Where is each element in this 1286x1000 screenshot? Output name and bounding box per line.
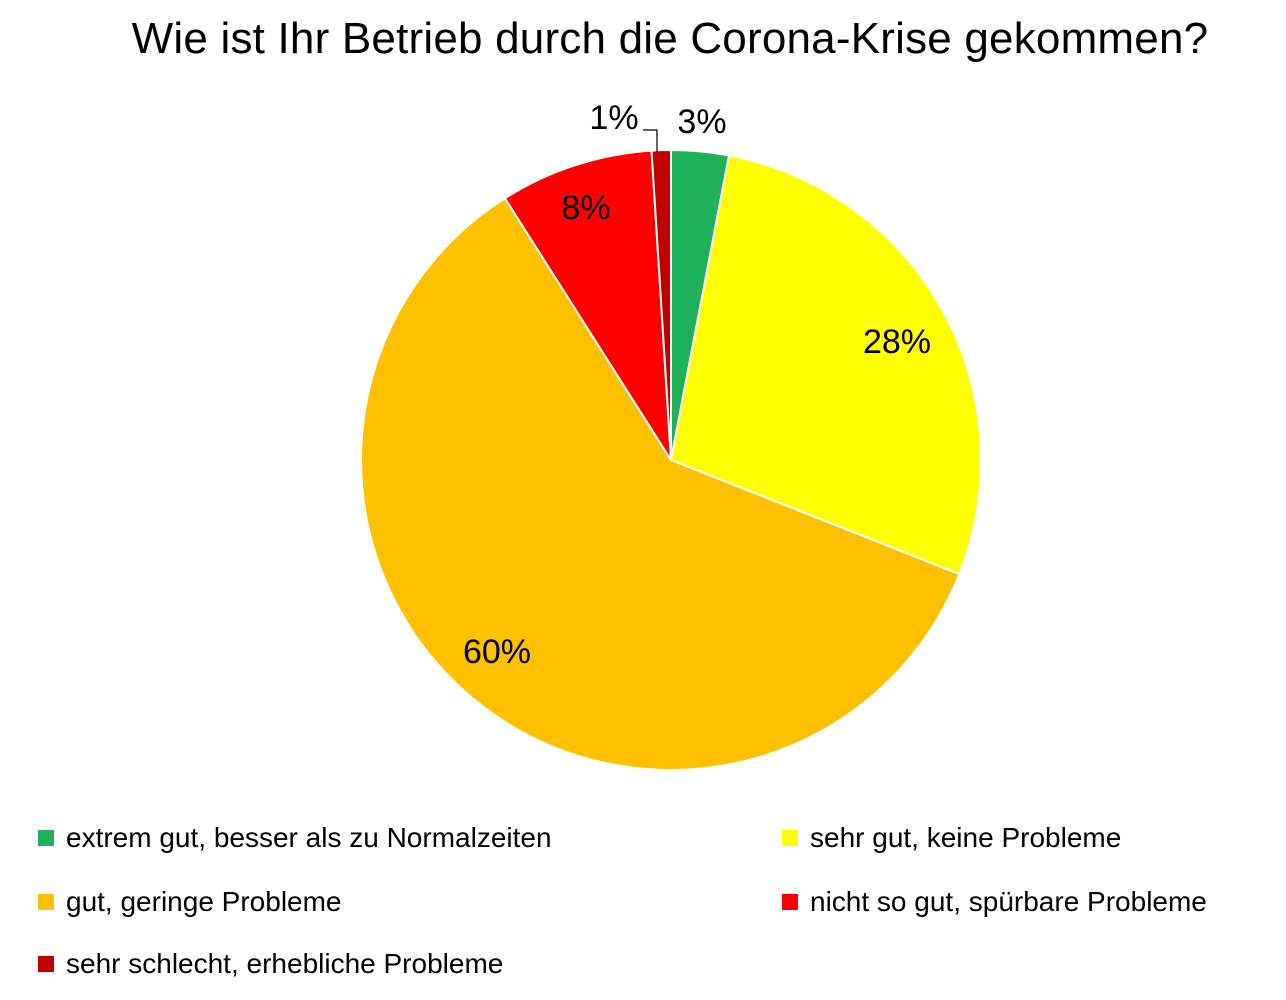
pie-slices xyxy=(360,148,982,771)
legend-label: nicht so gut, spürbare Probleme xyxy=(810,886,1207,917)
legend-item-extrem-gut: extrem gut, besser als zu Normalzeiten xyxy=(38,822,552,854)
leader-line xyxy=(643,129,658,152)
data-label: 3% xyxy=(677,103,726,141)
data-label: 60% xyxy=(463,633,531,671)
legend-swatch xyxy=(38,956,54,972)
pie-slice xyxy=(650,148,672,461)
legend-swatch xyxy=(38,830,54,846)
pie-chart: 3% 28% 60% 8% 1% xyxy=(360,99,982,771)
chart-title: Wie ist Ihr Betrieb durch die Corona-Kri… xyxy=(131,14,1209,63)
legend-label: sehr gut, keine Probleme xyxy=(810,822,1122,853)
pie-slice xyxy=(669,154,982,576)
data-label: 28% xyxy=(863,323,931,361)
legend-label: gut, geringe Probleme xyxy=(66,886,342,917)
legend-swatch xyxy=(38,894,54,910)
legend-swatch xyxy=(782,894,798,910)
data-label: 8% xyxy=(561,189,610,227)
legend-item-sehr-gut: sehr gut, keine Probleme xyxy=(782,822,1121,854)
data-labels: 3% 28% 60% 8% 1% xyxy=(463,99,931,671)
pie-slice xyxy=(503,149,672,461)
legend-item-nicht-so-gut: nicht so gut, spürbare Probleme xyxy=(782,886,1207,918)
legend-item-gut: gut, geringe Probleme xyxy=(38,886,342,918)
legend-swatch xyxy=(782,830,798,846)
data-label: 1% xyxy=(589,99,638,137)
legend-item-sehr-schlecht: sehr schlecht, erhebliche Probleme xyxy=(38,948,503,980)
legend: extrem gut, besser als zu Normalzeiten s… xyxy=(38,822,1268,992)
leader-lines xyxy=(643,129,658,152)
legend-label: extrem gut, besser als zu Normalzeiten xyxy=(66,822,552,853)
legend-label: sehr schlecht, erhebliche Probleme xyxy=(66,948,504,979)
pie-slice xyxy=(360,196,961,771)
